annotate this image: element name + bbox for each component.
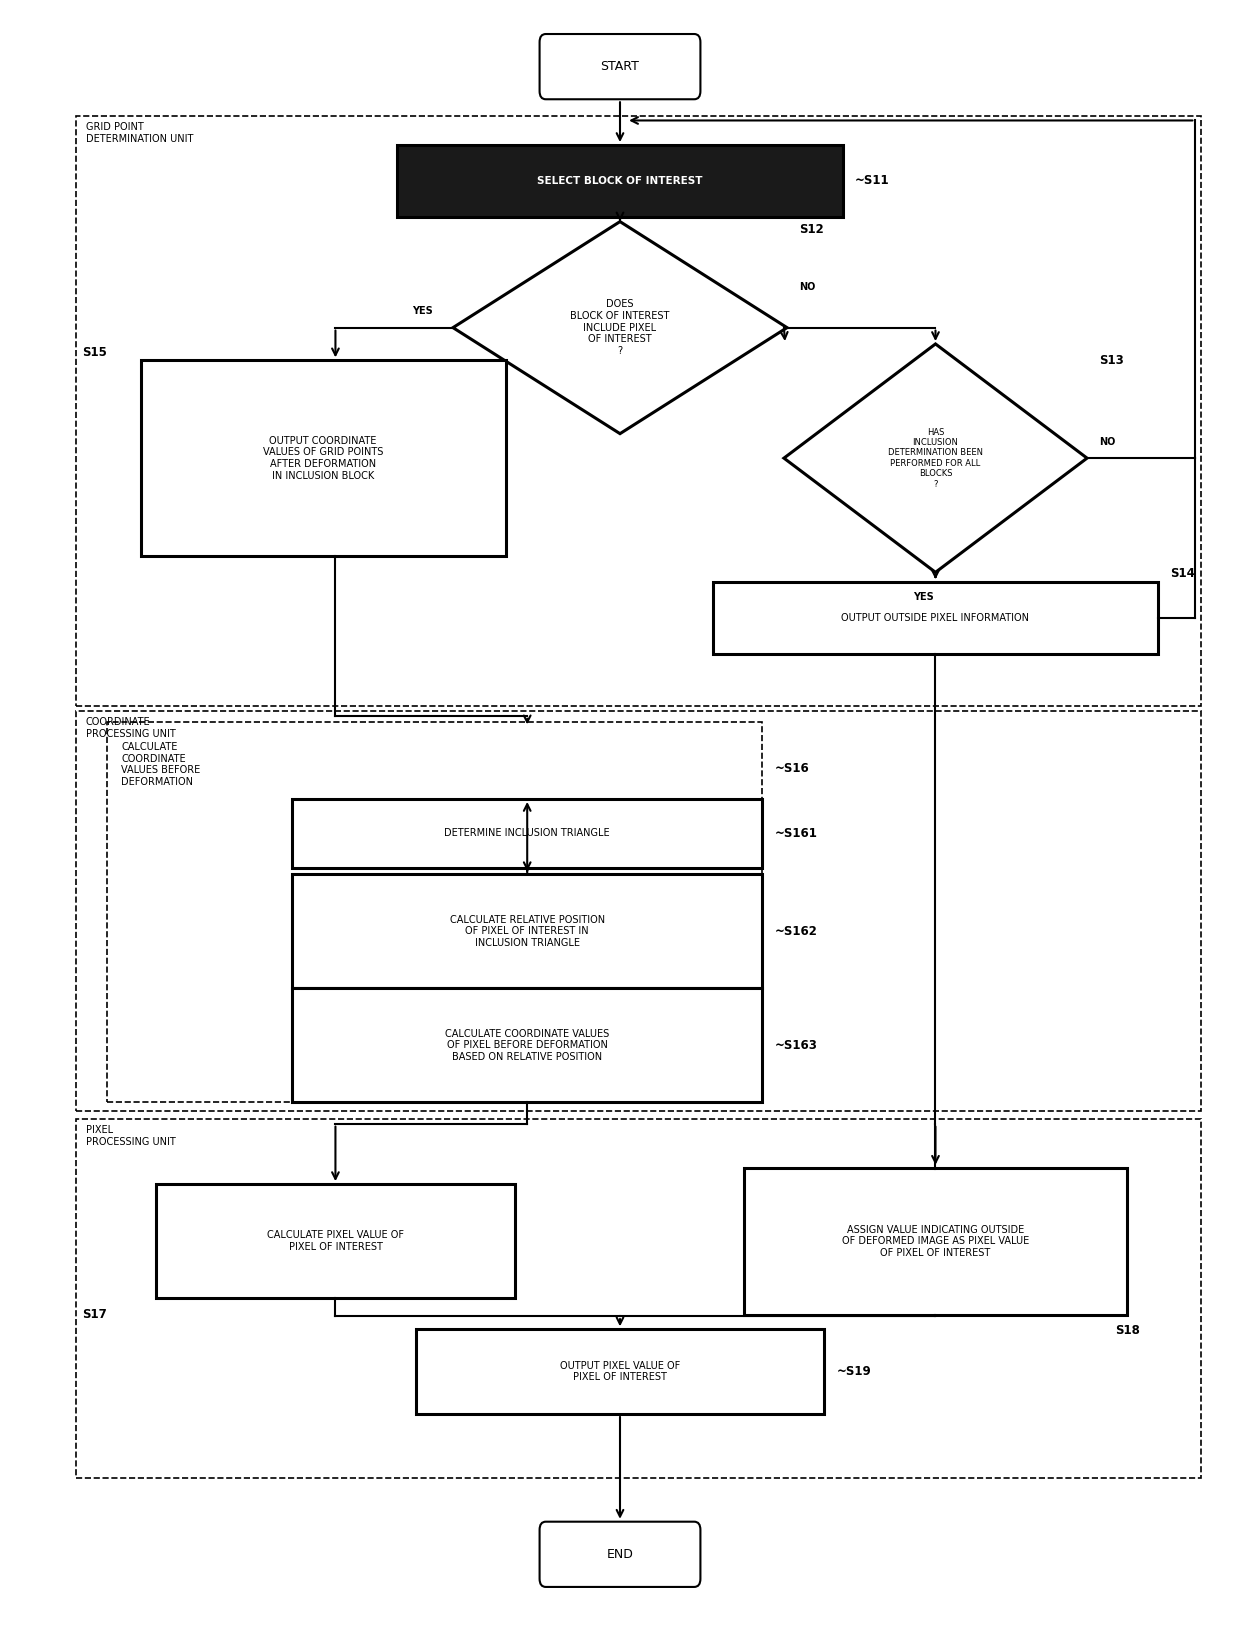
Text: ~S162: ~S162 — [775, 925, 817, 938]
Text: ~S19: ~S19 — [837, 1364, 872, 1377]
Bar — [107, 722, 763, 1103]
Text: OUTPUT COORDINATE
VALUES OF GRID POINTS
AFTER DEFORMATION
IN INCLUSION BLOCK: OUTPUT COORDINATE VALUES OF GRID POINTS … — [263, 436, 383, 480]
Polygon shape — [784, 343, 1087, 572]
Text: DETERMINE INCLUSION TRIANGLE: DETERMINE INCLUSION TRIANGLE — [444, 828, 610, 838]
Text: ~S163: ~S163 — [775, 1039, 817, 1052]
Text: ~S161: ~S161 — [775, 827, 817, 840]
Text: END: END — [606, 1547, 634, 1560]
Text: S18: S18 — [1115, 1324, 1140, 1337]
Text: CALCULATE
COORDINATE
VALUES BEFORE
DEFORMATION: CALCULATE COORDINATE VALUES BEFORE DEFOR… — [122, 742, 201, 786]
Text: COORDINATE
PROCESSING UNIT: COORDINATE PROCESSING UNIT — [86, 717, 175, 739]
Bar — [76, 711, 1202, 1111]
Text: ~S11: ~S11 — [856, 175, 889, 188]
Text: S12: S12 — [800, 224, 825, 237]
Bar — [415, 1328, 825, 1413]
Bar — [293, 989, 763, 1103]
Text: NO: NO — [800, 281, 816, 292]
Text: YES: YES — [913, 592, 934, 601]
Text: OUTPUT PIXEL VALUE OF
PIXEL OF INTEREST: OUTPUT PIXEL VALUE OF PIXEL OF INTEREST — [560, 1361, 680, 1382]
Text: DOES
BLOCK OF INTEREST
INCLUDE PIXEL
OF INTEREST
?: DOES BLOCK OF INTEREST INCLUDE PIXEL OF … — [570, 299, 670, 356]
Bar — [744, 1168, 1127, 1314]
Bar — [293, 799, 763, 868]
FancyBboxPatch shape — [539, 34, 701, 100]
Polygon shape — [453, 222, 787, 433]
Text: S13: S13 — [1100, 353, 1125, 366]
Bar — [156, 1185, 515, 1297]
FancyBboxPatch shape — [539, 1521, 701, 1587]
Text: CALCULATE PIXEL VALUE OF
PIXEL OF INTEREST: CALCULATE PIXEL VALUE OF PIXEL OF INTERE… — [267, 1230, 404, 1252]
Text: GRID POINT
DETERMINATION UNIT: GRID POINT DETERMINATION UNIT — [86, 123, 193, 144]
Bar — [293, 874, 763, 989]
Text: S17: S17 — [82, 1309, 107, 1320]
Bar — [140, 359, 506, 556]
Text: OUTPUT OUTSIDE PIXEL INFORMATION: OUTPUT OUTSIDE PIXEL INFORMATION — [842, 613, 1029, 623]
Text: ASSIGN VALUE INDICATING OUTSIDE
OF DEFORMED IMAGE AS PIXEL VALUE
OF PIXEL OF INT: ASSIGN VALUE INDICATING OUTSIDE OF DEFOR… — [842, 1224, 1029, 1258]
Bar — [76, 1119, 1202, 1477]
Bar — [713, 582, 1158, 654]
Text: START: START — [600, 60, 640, 74]
Text: S15: S15 — [82, 346, 107, 358]
Text: CALCULATE RELATIVE POSITION
OF PIXEL OF INTEREST IN
INCLUSION TRIANGLE: CALCULATE RELATIVE POSITION OF PIXEL OF … — [450, 915, 605, 948]
Text: PIXEL
PROCESSING UNIT: PIXEL PROCESSING UNIT — [86, 1126, 175, 1147]
Text: S14: S14 — [1171, 567, 1195, 580]
Bar — [76, 116, 1202, 706]
Text: HAS
INCLUSION
DETERMINATION BEEN
PERFORMED FOR ALL
BLOCKS
?: HAS INCLUSION DETERMINATION BEEN PERFORM… — [888, 428, 983, 489]
Text: CALCULATE COORDINATE VALUES
OF PIXEL BEFORE DEFORMATION
BASED ON RELATIVE POSITI: CALCULATE COORDINATE VALUES OF PIXEL BEF… — [445, 1029, 609, 1062]
Bar — [397, 145, 843, 217]
Text: SELECT BLOCK OF INTEREST: SELECT BLOCK OF INTEREST — [537, 176, 703, 186]
Text: YES: YES — [412, 306, 433, 317]
Text: ~S16: ~S16 — [775, 761, 810, 775]
Text: NO: NO — [1100, 436, 1116, 446]
